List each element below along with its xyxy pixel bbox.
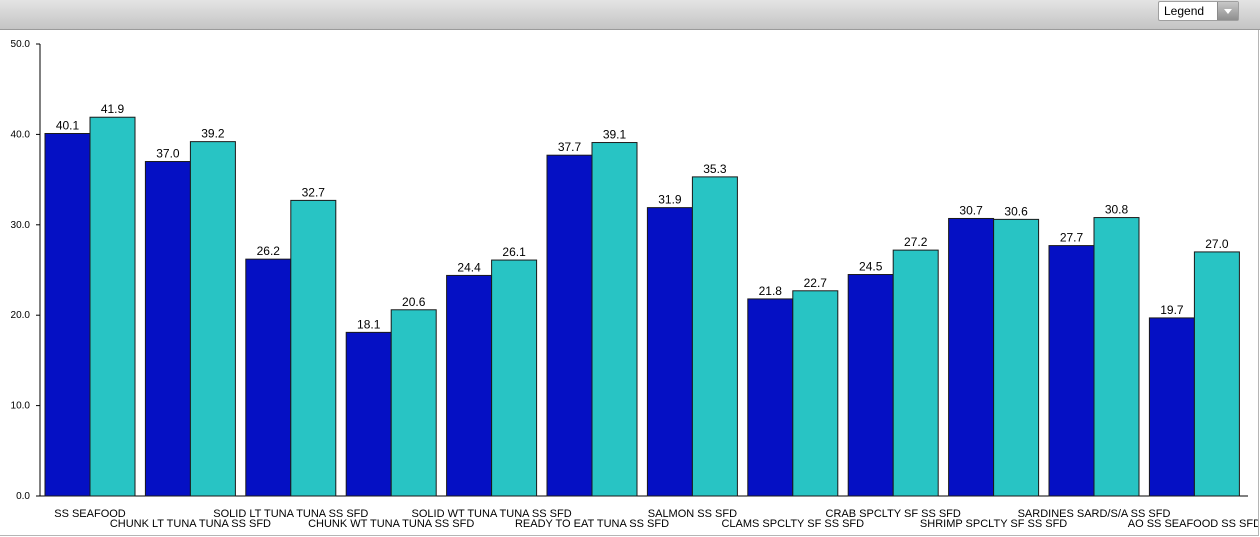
bar-chart: 0.0 10.0 20.0 30.0 40.0 50.0 40.1 41.9 SS SEAFOO… — [11, 39, 1258, 530]
bar-series2 — [691, 176, 738, 497]
data-label: 37.0 — [156, 147, 180, 161]
data-label: 26.2 — [257, 244, 281, 258]
y-tick-label: 50.0 — [11, 39, 31, 50]
bar-series2 — [290, 199, 337, 497]
data-label: 41.9 — [101, 102, 125, 116]
plot-area: 0.0 10.0 20.0 30.0 40.0 50.0 40.1 41.9 SS SEAFOO… — [0, 30, 1259, 536]
data-label: 18.1 — [357, 317, 381, 331]
category-label: SARDINES SARD/S/A SS SFD — [1018, 508, 1171, 520]
data-label: 30.8 — [1105, 203, 1129, 217]
bar-series1 — [144, 161, 191, 497]
data-label: 27.7 — [1060, 231, 1084, 245]
bar-series1 — [1148, 317, 1195, 497]
category-label: SOLID WT TUNA TUNA SS SFD — [412, 508, 572, 520]
data-label: 30.6 — [1004, 204, 1028, 218]
data-label: 27.0 — [1205, 237, 1229, 251]
legend-dropdown-label: Legend — [1164, 4, 1205, 18]
category-label: READY TO EAT TUNA SS SFD — [515, 518, 669, 530]
data-label: 20.6 — [402, 295, 426, 309]
bar-series1 — [948, 217, 995, 497]
data-label: 24.5 — [859, 260, 883, 274]
data-label: 32.7 — [302, 185, 326, 199]
bar-series2 — [892, 249, 939, 497]
y-tick-label: 20.0 — [11, 310, 31, 321]
category-label: SALMON SS SFD — [648, 508, 737, 520]
data-label: 21.8 — [759, 284, 783, 298]
y-tick-label: 30.0 — [11, 220, 31, 231]
bar-series1 — [44, 132, 91, 497]
category-label: CLAMS SPCLTY SF SS SFD — [721, 518, 864, 530]
y-tick-label: 10.0 — [11, 401, 31, 412]
bar-series1 — [847, 274, 894, 497]
category-label: AO SS SEAFOOD SS SFD — [1128, 518, 1258, 530]
data-label: 37.7 — [558, 140, 582, 154]
chart-toolbar: Legend — [0, 0, 1260, 30]
bar-series1 — [1048, 245, 1095, 497]
bar-series1 — [546, 154, 593, 497]
data-label: 31.9 — [658, 193, 682, 207]
bar-series2 — [591, 142, 638, 497]
bar-series2 — [792, 290, 839, 497]
category-label: SOLID LT TUNA TUNA SS SFD — [213, 508, 368, 520]
y-tick-label: 40.0 — [11, 129, 31, 140]
data-label: 40.1 — [56, 118, 80, 132]
data-label: 30.7 — [959, 203, 983, 217]
data-label: 26.1 — [502, 245, 526, 259]
bar-series2 — [390, 309, 437, 497]
data-label: 39.1 — [603, 128, 627, 142]
bar-series1 — [245, 258, 292, 497]
data-label: 39.2 — [201, 127, 225, 141]
legend-dropdown[interactable]: Legend — [1158, 1, 1239, 21]
bar-series1 — [646, 207, 693, 497]
bar-series1 — [446, 274, 493, 497]
data-label: 19.7 — [1160, 303, 1184, 317]
category-label: CHUNK LT TUNA TUNA SS SFD — [110, 518, 271, 530]
bar-series2 — [1193, 251, 1240, 497]
data-label: 24.4 — [457, 260, 481, 274]
bar-series2 — [491, 259, 538, 497]
bar-series2 — [1093, 217, 1140, 497]
data-label: 22.7 — [804, 276, 828, 290]
data-label: 35.3 — [703, 162, 727, 176]
category-label: SHRIMP SPCLTY SF SS SFD — [920, 518, 1067, 530]
bar-series2 — [993, 218, 1040, 497]
bar-series1 — [345, 331, 392, 497]
category-label: CHUNK WT TUNA TUNA SS SFD — [308, 518, 474, 530]
bar-series2 — [189, 141, 236, 497]
data-label: 27.2 — [904, 235, 928, 249]
bar-series2 — [89, 116, 136, 497]
category-label: CRAB SPCLTY SF SS SFD — [826, 508, 961, 520]
y-tick-label: 0.0 — [16, 491, 30, 502]
chevron-down-icon[interactable] — [1217, 2, 1238, 20]
bar-series1 — [747, 298, 794, 497]
category-label: SS SEAFOOD — [54, 508, 126, 520]
